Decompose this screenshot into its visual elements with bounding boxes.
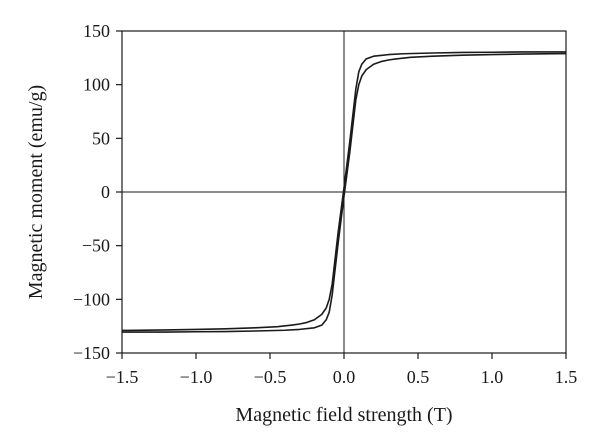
x-tick-label: 1.5 (555, 367, 578, 387)
x-tick-label: 0.0 (333, 367, 356, 387)
y-tick-label: −50 (82, 236, 110, 256)
x-tick-label: 0.5 (407, 367, 430, 387)
hysteresis-branch-2 (122, 52, 567, 333)
y-tick-label: 100 (83, 75, 110, 95)
y-axis-title: Magnetic moment (emu/g) (25, 85, 47, 299)
x-tick-label: 1.0 (481, 367, 504, 387)
y-tick-label: −100 (73, 289, 110, 309)
ticks: −1.5 −1.0 −0.5 0.0 0.5 1.0 1.5 −150 −100 −50 0 50 10… (73, 21, 577, 387)
x-axis-title: Magnetic field strength (T) (235, 404, 452, 426)
y-tick-label: −150 (73, 343, 110, 363)
x-tick-label: −1.0 (180, 367, 213, 387)
y-tick-label: 150 (83, 21, 110, 41)
hysteresis-branch-1 (121, 51, 566, 332)
y-tick-label: 0 (101, 182, 110, 202)
plot-area (121, 30, 567, 354)
y-tick-label: 50 (92, 128, 110, 148)
x-tick-label: −0.5 (254, 367, 287, 387)
x-tick-label: −1.5 (106, 367, 139, 387)
